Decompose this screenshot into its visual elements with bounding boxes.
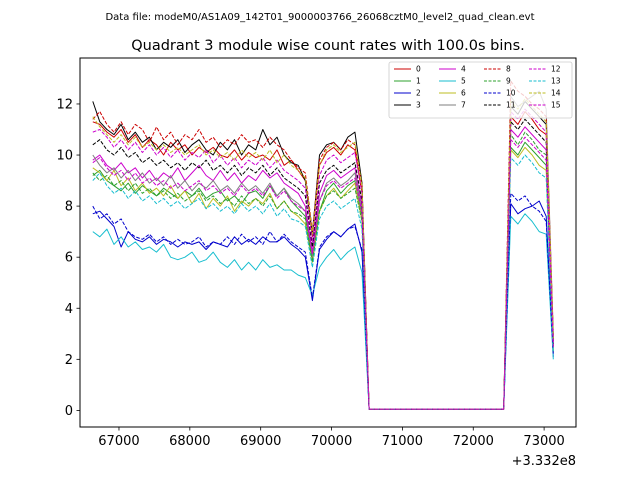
legend-label-2: 2: [416, 89, 421, 98]
y-tick-label: 0: [65, 404, 73, 419]
x-tick-label: 70000: [311, 434, 352, 449]
legend-label-9: 9: [506, 77, 511, 86]
series-line-11: [92, 118, 554, 410]
y-tick-label: 10: [56, 149, 73, 164]
series-line-14: [92, 98, 554, 410]
legend-label-13: 13: [551, 77, 561, 86]
x-tick-label: 68000: [169, 434, 210, 449]
figure-suptitle: Data file: modeM0/AS1A09_142T01_90000037…: [105, 12, 534, 23]
x-axis: 67000 68000 69000 70000 71000 72000 73000: [98, 427, 565, 449]
legend-label-10: 10: [506, 89, 516, 98]
x-tick-label: 71000: [382, 434, 423, 449]
y-tick-label: 12: [56, 97, 73, 112]
legend-label-5: 5: [461, 77, 466, 86]
legend-label-7: 7: [461, 101, 466, 110]
legend-label-6: 6: [461, 89, 466, 98]
legend-label-14: 14: [551, 89, 561, 98]
legend-label-3: 3: [416, 101, 421, 110]
y-tick-label: 8: [65, 200, 73, 215]
x-tick-label: 69000: [240, 434, 281, 449]
series-line-7: [92, 90, 554, 410]
legend-label-12: 12: [551, 65, 561, 74]
x-tick-label: 73000: [523, 434, 564, 449]
x-tick-label: 72000: [453, 434, 494, 449]
y-axis: 0 2 4 6 8 10 12: [56, 97, 80, 419]
legend-label-11: 11: [506, 101, 516, 110]
legend-label-0: 0: [416, 65, 421, 74]
x-offset-label: +3.332e8: [512, 454, 576, 469]
legend-label-15: 15: [551, 101, 561, 110]
series-line-2: [92, 200, 554, 410]
legend-box: [388, 61, 573, 119]
series-line-5: [92, 213, 554, 410]
series-layer: [92, 80, 554, 410]
legend-label-8: 8: [506, 65, 511, 74]
legend-label-1: 1: [416, 77, 421, 86]
series-line-0: [92, 111, 554, 410]
series-line-10: [92, 192, 554, 410]
series-line-4: [92, 126, 554, 410]
series-line-6: [92, 146, 554, 410]
series-line-3: [92, 100, 554, 410]
plot-frame: [79, 57, 577, 428]
y-tick-label: 2: [65, 353, 73, 368]
x-tick-label: 67000: [98, 434, 139, 449]
chart-title: Quadrant 3 module wise count rates with …: [131, 38, 525, 54]
y-tick-label: 4: [65, 302, 73, 317]
series-line-15: [92, 136, 554, 410]
y-tick-label: 6: [65, 251, 73, 266]
legend-label-4: 4: [461, 65, 466, 74]
series-line-9: [92, 131, 554, 410]
series-line-8: [92, 80, 554, 410]
